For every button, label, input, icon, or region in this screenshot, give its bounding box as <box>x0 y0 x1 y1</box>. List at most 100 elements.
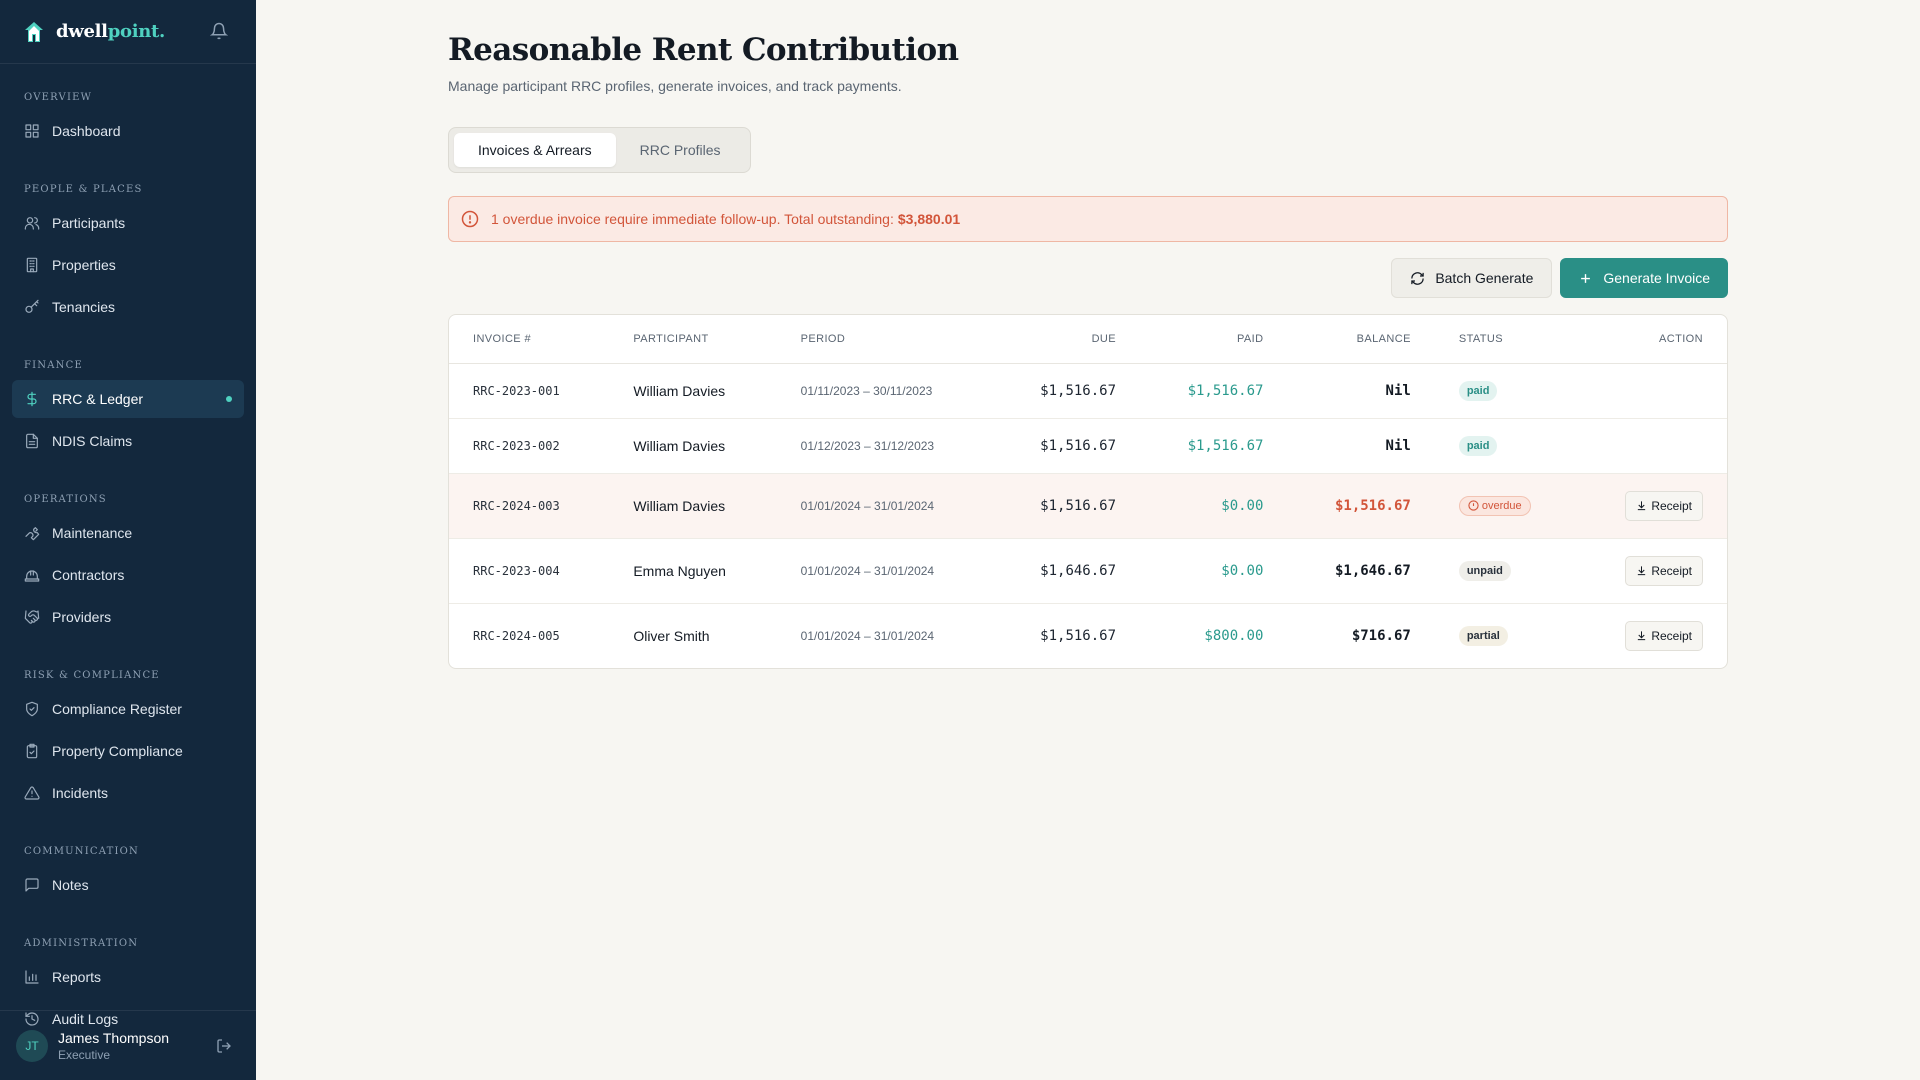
sidebar-item-ndis-claims[interactable]: NDIS Claims <box>12 422 244 460</box>
avatar: JT <box>16 1029 48 1062</box>
users-icon <box>24 217 40 230</box>
action-cell <box>1577 418 1727 474</box>
user-role: Executive <box>58 1047 111 1062</box>
status-cell: partial <box>1435 603 1578 668</box>
section-label: RISK & COMPLIANCE <box>24 670 160 681</box>
status-badge: unpaid <box>1458 560 1511 581</box>
tab-rrc-profiles[interactable]: RRC Profiles <box>639 142 721 158</box>
table-row[interactable]: RRC-2023-004 Emma Nguyen 01/01/2024 – 31/0… <box>449 538 1727 604</box>
message-icon <box>25 878 39 892</box>
logout-icon[interactable] <box>216 1038 232 1054</box>
sidebar-item-maintenance[interactable]: Maintenance <box>12 514 244 552</box>
alert-text: 1 overdue invoice require immediate foll… <box>491 211 894 227</box>
invoice-number: RRC-2023-001 <box>449 363 610 419</box>
sidebar-item-audit-logs[interactable]: Audit Logs <box>12 1000 244 1038</box>
status-badge: paid <box>1458 380 1498 401</box>
sidebar-item-rrc-ledger[interactable]: RRC & Ledger <box>12 380 244 418</box>
table-row[interactable]: RRC-2024-005 Oliver Smith 01/01/2024 – 31/… <box>449 603 1727 668</box>
alert-amount: $3,880.01 <box>897 211 961 227</box>
balance-amount: Nil <box>1287 418 1435 474</box>
sidebar-item-incidents[interactable]: Incidents <box>12 774 244 812</box>
status-cell: unpaid <box>1434 538 1578 604</box>
due-amount: $1,516.67 <box>1040 627 1117 644</box>
paid-amount: $800.00 <box>1204 627 1264 644</box>
participant-name: William Davies <box>609 418 777 474</box>
receipt-button[interactable]: Receipt <box>1625 620 1703 651</box>
sidebar-item-label: Property Compliance <box>52 743 183 759</box>
house-logo-icon <box>25 21 43 42</box>
brand-name[interactable]: dwellpoint. <box>56 21 166 42</box>
participant-name: William Davies <box>609 363 777 419</box>
status-badge: paid <box>1458 435 1498 456</box>
col-status: STATUS <box>1434 315 1578 364</box>
invoices-table: INVOICE # PARTICIPANT PERIOD DUE PAID BA… <box>448 314 1728 669</box>
download-icon <box>1638 566 1646 576</box>
sidebar-item-label: Incidents <box>52 785 109 801</box>
refresh-icon <box>1411 271 1425 285</box>
sidebar-item-label: Properties <box>52 257 116 273</box>
toolbar: Batch Generate Generate Invoice <box>448 258 1728 298</box>
table-row[interactable]: RRC-2023-002 William Davies 01/12/2023 – 3… <box>449 418 1727 474</box>
participant-name: Emma Nguyen <box>609 538 777 604</box>
receipt-button[interactable]: Receipt <box>1625 555 1703 586</box>
user-profile[interactable]: JT James Thompson Executive <box>0 1010 256 1080</box>
bell-icon[interactable] <box>210 22 228 40</box>
col-balance: BALANCE <box>1287 315 1435 364</box>
paid-amount: $1,516.67 <box>1140 418 1288 474</box>
status-cell: paid <box>1434 418 1578 474</box>
status-cell: paid <box>1434 363 1578 419</box>
action-cell <box>1577 363 1727 419</box>
page-title: Reasonable Rent Contribution <box>448 32 959 68</box>
sidebar-item-reports[interactable]: Reports <box>12 958 244 996</box>
download-icon <box>1638 631 1646 641</box>
document-icon <box>26 433 38 449</box>
batch-generate-button[interactable]: Batch Generate <box>1391 258 1553 298</box>
wrench-icon <box>25 527 40 541</box>
col-action: ACTION <box>1577 315 1727 364</box>
paid-amount: $0.00 <box>1140 473 1288 539</box>
col-participant: PARTICIPANT <box>609 315 777 364</box>
brand: dwellpoint. <box>0 0 256 64</box>
alert-circle-icon <box>1468 500 1479 511</box>
participant-name: William Davies <box>609 473 777 539</box>
sidebar-item-tenancies[interactable]: Tenancies <box>12 288 244 326</box>
sidebar-item-providers[interactable]: Providers <box>12 598 244 636</box>
bar-chart-icon <box>25 970 39 984</box>
dollar-icon <box>27 391 37 407</box>
balance-amount: $1,646.67 <box>1287 538 1435 604</box>
sidebar-item-contractors[interactable]: Contractors <box>12 556 244 594</box>
sidebar-item-participants[interactable]: Participants <box>12 204 244 242</box>
table-row[interactable]: RRC-2024-003 William Davies 01/01/2024 – 3… <box>449 473 1727 539</box>
balance-amount: $716.67 <box>1351 627 1411 644</box>
sidebar-item-label: Compliance Register <box>52 701 182 717</box>
handshake-icon <box>24 610 40 624</box>
section-label: OVERVIEW <box>24 92 93 103</box>
col-due: DUE <box>992 315 1141 364</box>
sidebar-item-label: Providers <box>52 609 112 625</box>
action-cell: Receipt <box>1577 538 1727 604</box>
status-cell: overdue <box>1434 473 1578 539</box>
sidebar-item-properties[interactable]: Properties <box>12 246 244 284</box>
balance-amount: $1,516.67 <box>1287 473 1435 539</box>
sidebar-item-notes[interactable]: Notes <box>12 866 244 904</box>
table-row[interactable]: RRC-2023-001 William Davies 01/11/2023 – 3… <box>449 363 1727 419</box>
sidebar-item-label: Participants <box>52 215 126 231</box>
invoice-number: RRC-2023-004 <box>449 538 610 604</box>
tabs: Invoices & Arrears RRC Profiles <box>448 127 751 173</box>
sidebar-item-compliance-register[interactable]: Compliance Register <box>12 690 244 728</box>
hardhat-icon <box>24 570 40 582</box>
invoice-number: RRC-2024-005 <box>473 628 560 643</box>
tab-invoices-arrears[interactable]: Invoices & Arrears <box>454 133 616 167</box>
due-amount: $1,646.67 <box>992 538 1141 604</box>
dashboard-icon <box>25 124 39 138</box>
main-content: Reasonable Rent Contribution Manage part… <box>448 0 1728 669</box>
col-period: PERIOD <box>776 315 993 364</box>
sidebar-item-property-compliance[interactable]: Property Compliance <box>12 732 244 770</box>
due-amount: $1,516.67 <box>992 363 1141 419</box>
clipboard-check-icon <box>26 743 38 759</box>
participant-name: Oliver Smith <box>633 627 710 644</box>
generate-invoice-button[interactable]: Generate Invoice <box>1560 258 1728 298</box>
download-icon <box>1638 501 1646 511</box>
receipt-button[interactable]: Receipt <box>1625 490 1703 521</box>
sidebar-item-dashboard[interactable]: Dashboard <box>12 112 244 150</box>
